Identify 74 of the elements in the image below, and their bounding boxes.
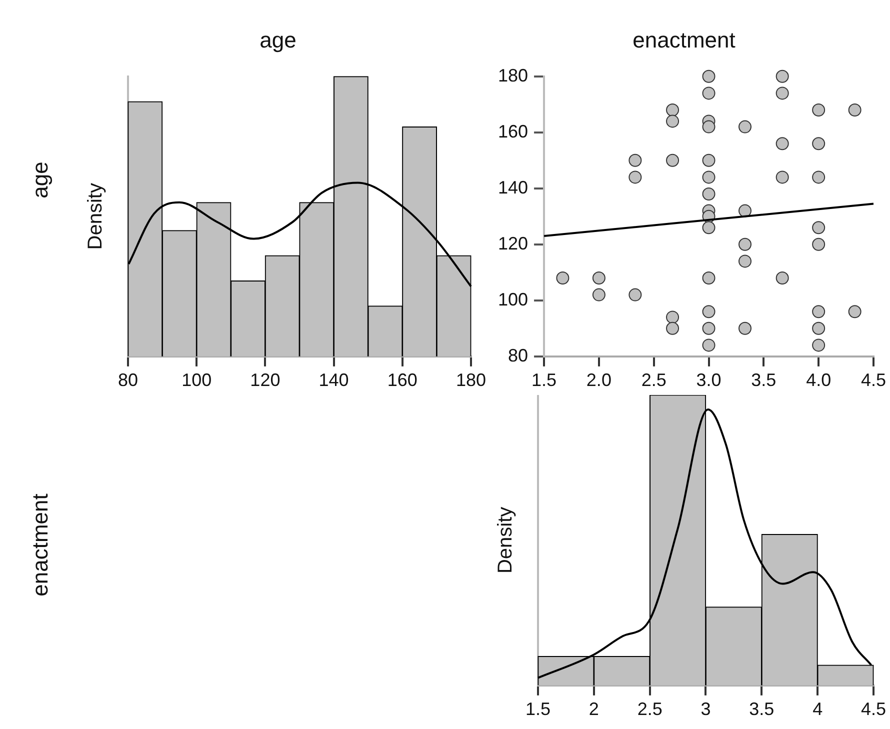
point [812,104,826,116]
chart-title: age [260,27,296,52]
y-tick-label: 160 [498,121,528,142]
text: enactment [26,494,53,596]
point [666,322,680,335]
point [666,310,680,324]
point [738,238,752,251]
x-tick-label: 4.5 [860,370,886,390]
x-tick-label: 4.0 [806,370,832,390]
point [702,272,716,284]
point [666,104,680,116]
point [776,170,789,184]
x-tick-label: 4.5 [860,699,886,720]
point [592,288,606,302]
point [776,272,789,284]
y-tick-label: 140 [498,177,528,198]
point [666,154,680,167]
x-tick-label: 2.5 [637,699,662,720]
y-axis-title: Density [84,183,107,250]
point [702,70,716,83]
point [556,272,570,284]
x-tick-label: 2.5 [641,370,666,390]
point [738,254,752,268]
point [702,154,716,167]
x-tick-label: 3.5 [751,370,776,390]
point [702,322,716,335]
point [848,104,862,116]
point [738,120,752,134]
point [738,204,752,218]
point [812,238,826,251]
x-tick-label: 120 [250,370,280,390]
x-tick-label: 1.5 [525,699,551,720]
x-tick-label: 3.5 [749,699,774,720]
point [628,288,642,302]
point [702,170,716,184]
point [702,305,716,318]
x-tick-label: 160 [387,370,418,390]
x-tick-label: 2 [588,699,599,720]
x-tick-label: 4 [812,699,823,720]
point [702,86,716,100]
point [812,137,826,150]
y-tick-label: 120 [498,233,528,254]
point [776,86,789,100]
x-tick-label: 3 [700,699,711,720]
point [812,322,826,335]
point [628,154,642,167]
x-tick-label: 1.5 [532,370,557,390]
point [702,120,716,134]
x-tick-label: 140 [318,370,349,390]
point [812,221,826,234]
point [812,170,826,184]
x-tick-label: 3.0 [696,370,722,390]
y-axis-title: Density [494,506,517,574]
y-tick-label: 100 [498,289,528,310]
point [738,322,752,335]
point [702,338,716,352]
y-tick-label: 180 [498,65,528,86]
point [592,272,606,284]
point [812,305,826,318]
point [702,188,716,200]
point [812,338,826,352]
x-tick-label: 180 [456,370,486,390]
point [702,221,716,234]
point [848,305,862,318]
text: age [26,162,53,198]
x-tick-label: 2.0 [586,370,612,390]
point [628,170,642,184]
x-tick-label: 80 [118,370,138,390]
point [666,114,680,128]
point [776,137,789,150]
x-tick-label: 100 [182,370,212,390]
chart-title: enactment [632,27,736,52]
point [776,70,789,83]
y-tick-label: 80 [508,345,528,366]
